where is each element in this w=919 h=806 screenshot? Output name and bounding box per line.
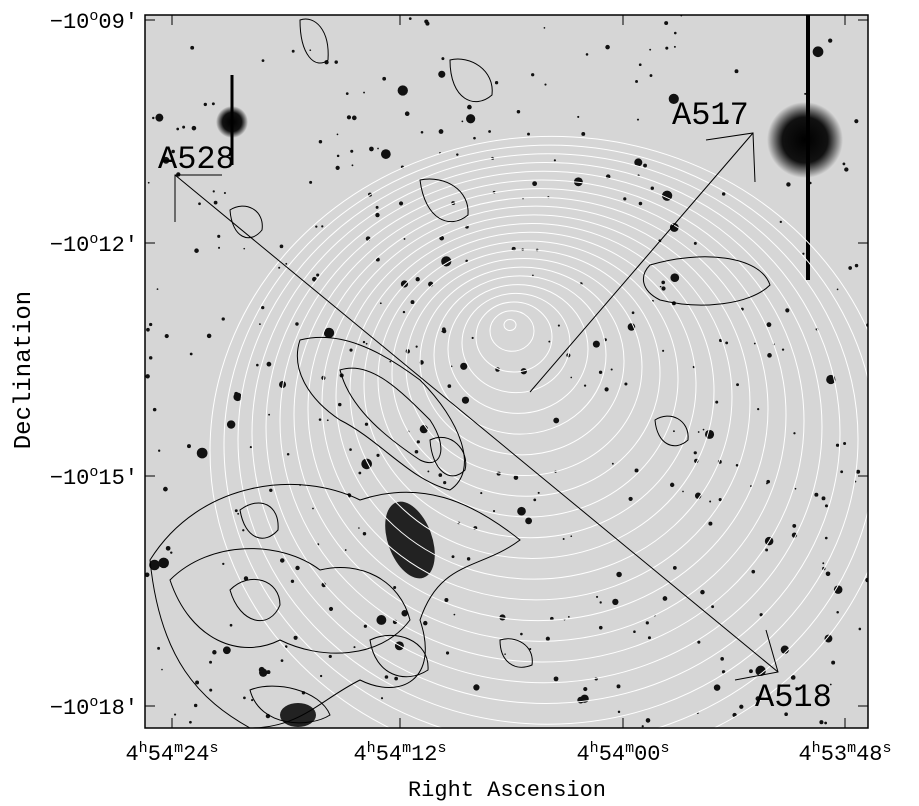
y-tick-label: −10o15′	[50, 464, 138, 491]
superscript: o	[89, 694, 98, 711]
label-part: 12	[411, 742, 437, 767]
label-part: 12′	[98, 233, 138, 258]
label-part: 54	[148, 742, 174, 767]
superscript: m	[174, 740, 183, 757]
label-part: 54	[376, 742, 402, 767]
superscript: h	[139, 740, 148, 757]
label-part: 4	[353, 742, 366, 767]
label-part: 24	[183, 742, 209, 767]
superscript: s	[661, 740, 670, 757]
direction-lines	[174, 132, 779, 681]
annotation-a517: A517	[672, 97, 749, 134]
superscript: m	[847, 740, 856, 757]
superscript: o	[89, 231, 98, 248]
y-axis-title: Declination	[11, 291, 38, 449]
superscript: h	[590, 740, 599, 757]
x-tick-label: 4h54m00s	[576, 740, 669, 767]
label-part: −10	[50, 696, 90, 721]
label-part: 09′	[98, 10, 138, 35]
superscript: o	[89, 464, 98, 481]
superscript: s	[210, 740, 219, 757]
superscript: m	[402, 740, 411, 757]
superscript: h	[367, 740, 376, 757]
y-tick-label: −10o09′	[50, 8, 138, 35]
x-tick-label: 4h54m12s	[353, 740, 446, 767]
label-part: 48	[856, 742, 882, 767]
sky-image	[145, 15, 868, 728]
y-tick-label: −10o12′	[50, 231, 138, 258]
label-part: 00	[634, 742, 660, 767]
superscript: s	[438, 740, 447, 757]
label-part: 18′	[98, 696, 138, 721]
x-tick-label: 4h54m24s	[125, 740, 218, 767]
x-axis-title: Right Ascension	[408, 778, 606, 803]
annotation-a518: A518	[755, 679, 832, 716]
label-part: 4	[576, 742, 589, 767]
bright-star	[767, 102, 843, 178]
superscript: s	[883, 740, 892, 757]
superscript: m	[625, 740, 634, 757]
label-part: 54	[599, 742, 625, 767]
label-part: −10	[50, 466, 90, 491]
frame	[144, 14, 869, 729]
white-contours	[209, 135, 868, 728]
label-part: 15′	[98, 466, 138, 491]
label-part: −10	[50, 10, 90, 35]
superscript: h	[812, 740, 821, 757]
y-tick-label: −10o18′	[50, 694, 138, 721]
ticks: 4h54m24s 4h54m12s 4h54m00s 4h53m48s−10o09′−…	[50, 8, 892, 767]
label-part: 4	[125, 742, 138, 767]
annotation-a528: A528	[158, 141, 235, 178]
label-part: 4	[798, 742, 811, 767]
label-part: 53	[821, 742, 847, 767]
label-part: −10	[50, 233, 90, 258]
x-tick-label: 4h53m48s	[798, 740, 891, 767]
superscript: o	[89, 8, 98, 25]
